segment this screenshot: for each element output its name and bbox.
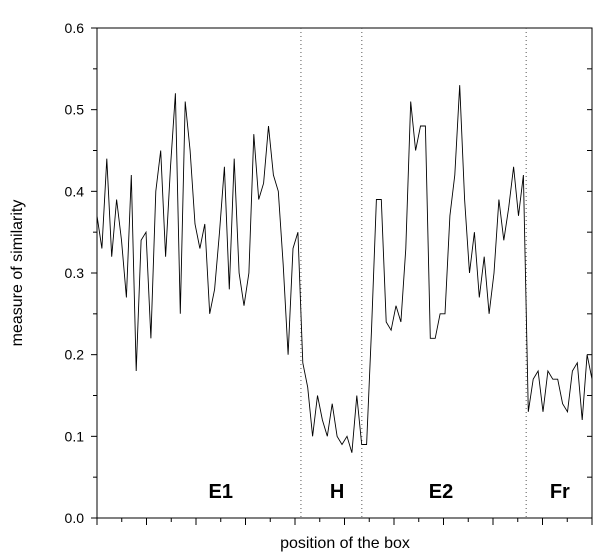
- right-axis-ticks: [587, 68, 592, 478]
- y-tick-label: 0.1: [65, 428, 85, 444]
- y-tick-label: 0.0: [65, 510, 85, 526]
- region-label: E1: [209, 481, 233, 503]
- x-axis-ticks: [96, 518, 593, 525]
- y-tick-label: 0.4: [65, 183, 85, 199]
- similarity-series-line: [96, 85, 593, 453]
- y-tick-label: 0.2: [65, 347, 85, 363]
- y-tick-label: 0.6: [65, 20, 85, 36]
- region-label: Fr: [550, 481, 570, 503]
- region-dividers: [300, 28, 527, 518]
- x-axis-label: position of the box: [280, 535, 410, 552]
- region-labels: E1 H E2 Fr: [209, 481, 571, 503]
- y-axis-ticks: 0.0 0.1 0.2 0.3 0.4 0.5 0.6: [65, 20, 97, 526]
- y-axis-label: measure of similarity: [9, 200, 26, 347]
- y-tick-label: 0.5: [65, 102, 85, 118]
- region-label: H: [330, 481, 344, 503]
- region-label: E2: [429, 481, 453, 503]
- plot-area-frame: [96, 27, 593, 519]
- y-tick-label: 0.3: [65, 265, 85, 281]
